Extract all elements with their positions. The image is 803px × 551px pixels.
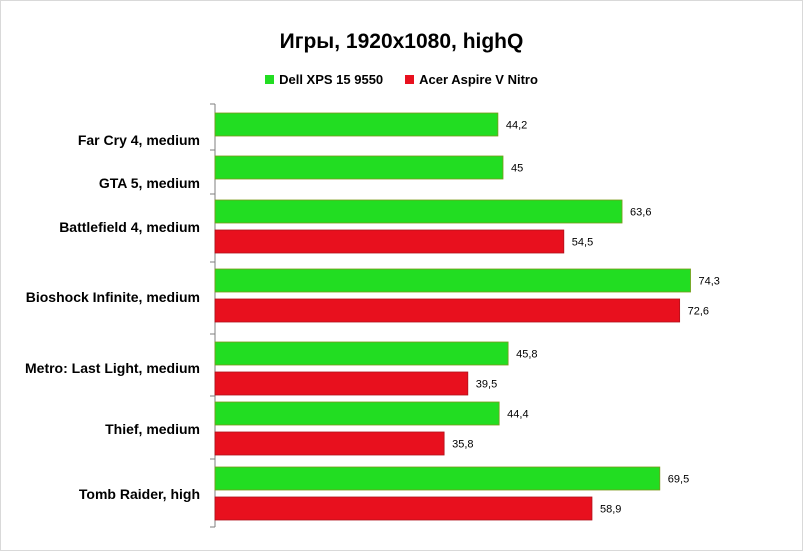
chart-title: Игры, 1920x1080, highQ — [279, 30, 524, 53]
bar-dell — [214, 268, 691, 293]
value-label: 74,3 — [699, 276, 720, 288]
category-label: Thief, medium — [105, 421, 200, 437]
value-label: 45 — [511, 163, 523, 175]
bar-acer — [214, 229, 565, 254]
value-label: 44,2 — [506, 120, 527, 132]
value-label: 58,9 — [600, 504, 621, 516]
value-label: 54,5 — [572, 237, 593, 249]
value-label: 63,6 — [630, 207, 651, 219]
bar-acer — [214, 431, 445, 456]
bar-acer — [214, 371, 469, 396]
legend-swatch-acer — [405, 75, 415, 84]
value-label: 69,5 — [668, 474, 689, 486]
value-label: 45,8 — [516, 349, 537, 361]
value-label: 72,6 — [688, 306, 709, 318]
value-label: 44,4 — [507, 409, 528, 421]
bar-dell — [214, 401, 500, 426]
category-label: GTA 5, medium — [99, 175, 200, 191]
legend: Dell XPS 15 9550 Acer Aspire V Nitro — [0, 72, 803, 87]
bar-dell — [214, 199, 623, 224]
category-label: Bioshock Infinite, medium — [26, 289, 200, 305]
legend-label-acer: Acer Aspire V Nitro — [419, 72, 538, 87]
category-label: Battlefield 4, medium — [59, 219, 200, 235]
bar-acer — [214, 298, 681, 323]
legend-item-dell: Dell XPS 15 9550 — [265, 72, 383, 87]
category-label: Metro: Last Light, medium — [25, 360, 200, 376]
bar-acer — [214, 496, 593, 521]
bar-dell — [214, 466, 661, 491]
bar-dell — [214, 112, 499, 137]
category-label: Far Cry 4, medium — [78, 132, 200, 148]
legend-item-acer: Acer Aspire V Nitro — [405, 72, 538, 87]
value-label: 35,8 — [452, 439, 473, 451]
legend-label-dell: Dell XPS 15 9550 — [279, 72, 384, 87]
category-label: Tomb Raider, high — [79, 486, 200, 502]
value-label: 39,5 — [476, 379, 497, 391]
bar-dell — [214, 341, 509, 366]
legend-swatch-dell — [265, 75, 275, 84]
bar-dell — [214, 155, 504, 180]
